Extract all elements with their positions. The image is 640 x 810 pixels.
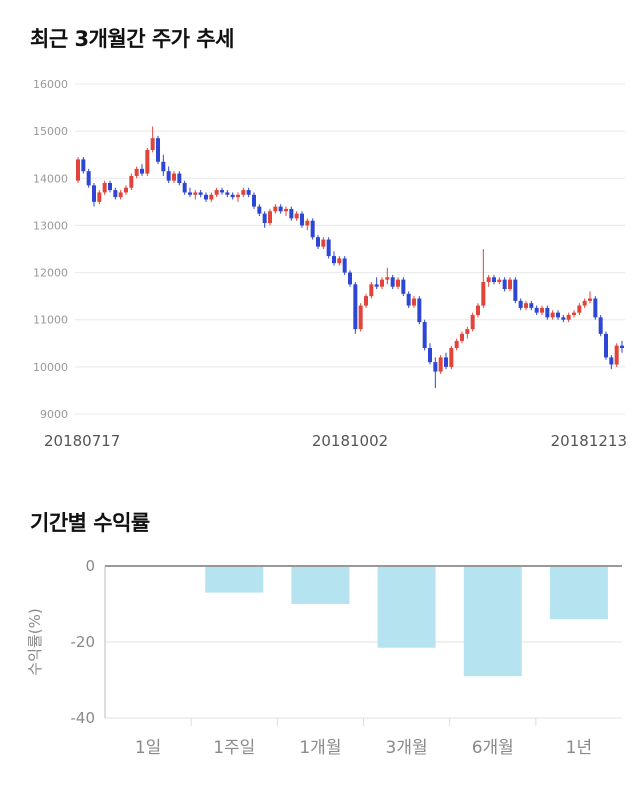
- svg-text:1년: 1년: [566, 738, 592, 758]
- returns-x-labels: 1일 1주일 1개월 3개월 6개월 1년: [135, 718, 592, 758]
- candles-group: [76, 126, 624, 389]
- svg-text:14000: 14000: [33, 172, 68, 185]
- svg-text:1일: 1일: [135, 738, 161, 758]
- candlestick-chart: 16000 15000 14000 13000 12000 11000 10000 9000 2…: [33, 78, 627, 450]
- svg-text:20180717: 20180717: [44, 432, 120, 450]
- svg-text:1주일: 1주일: [213, 738, 255, 758]
- svg-text:16000: 16000: [33, 78, 68, 91]
- svg-text:20181002: 20181002: [312, 432, 388, 450]
- returns-bar-chart: 0 -20 -40 1일 1주일 1개월 3개월 6개월 1년 수익률(%): [26, 557, 622, 758]
- svg-text:6개월: 6개월: [472, 738, 514, 758]
- svg-text:9000: 9000: [40, 408, 68, 421]
- svg-text:3개월: 3개월: [386, 738, 428, 758]
- svg-text:12000: 12000: [33, 267, 68, 280]
- price-trend-title: 최근 3개월간 주가 추세: [30, 27, 234, 51]
- svg-text:1개월: 1개월: [299, 738, 341, 758]
- svg-text:0: 0: [85, 557, 95, 575]
- svg-text:-20: -20: [71, 633, 96, 651]
- price-x-labels: 20180717 20181002 20181213: [44, 432, 627, 450]
- svg-text:13000: 13000: [33, 219, 68, 232]
- returns-bars: [205, 567, 608, 677]
- svg-text:10000: 10000: [33, 361, 68, 374]
- svg-text:20181213: 20181213: [551, 432, 627, 450]
- svg-text:11000: 11000: [33, 314, 68, 327]
- svg-text:-40: -40: [71, 709, 96, 727]
- svg-text:15000: 15000: [33, 125, 68, 138]
- returns-title: 기간별 수익률: [30, 511, 150, 535]
- returns-y-axis-label: 수익률(%): [26, 608, 44, 675]
